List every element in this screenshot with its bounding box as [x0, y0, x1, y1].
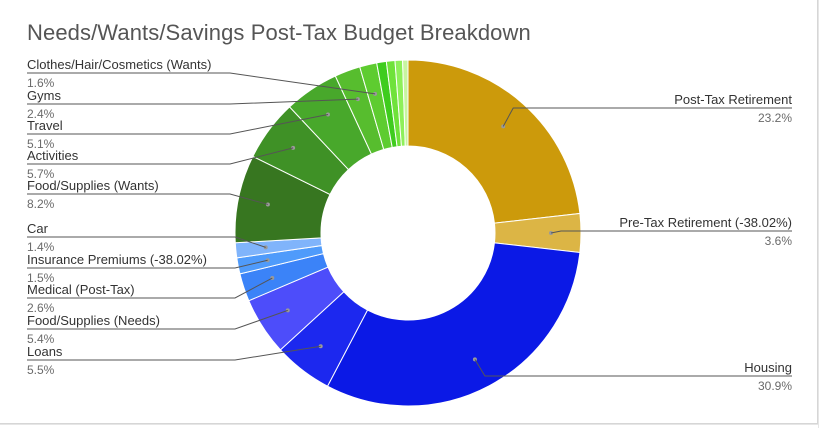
- leader-line: [550, 230, 792, 234]
- chart-title: Needs/Wants/Savings Post-Tax Budget Brea…: [27, 20, 531, 45]
- leader-line: [27, 259, 268, 269]
- slice-label: Travel: [27, 118, 63, 133]
- slice-percent: 30.9%: [758, 379, 792, 393]
- slice-label: Car: [27, 221, 49, 236]
- leader-lines-group: [27, 72, 792, 377]
- slice-label: Pre-Tax Retirement (-38.02%): [619, 215, 792, 230]
- slice-label: Medical (Post-Tax): [27, 282, 135, 297]
- sheet-gridline: [0, 424, 818, 425]
- leader-line: [27, 236, 266, 248]
- slice-label: Food/Supplies (Needs): [27, 313, 160, 328]
- donut-slice[interactable]: [326, 242, 581, 407]
- leader-line: [27, 113, 329, 135]
- slice-label: Food/Supplies (Wants): [27, 178, 159, 193]
- leader-line: [27, 72, 376, 95]
- slice-percent: 8.2%: [27, 197, 55, 211]
- leader-line: [27, 277, 273, 299]
- slice-percent: 3.6%: [765, 234, 793, 248]
- slice-percent: 5.5%: [27, 363, 55, 377]
- slice-label: Clothes/Hair/Cosmetics (Wants): [27, 57, 211, 72]
- slice-percent: 2.6%: [27, 301, 55, 315]
- slice-percent: 5.1%: [27, 137, 55, 151]
- slice-percent: 23.2%: [758, 111, 792, 125]
- slice-label: Housing: [744, 360, 792, 375]
- slice-label: Activities: [27, 148, 79, 163]
- sheet-gridline: [818, 0, 819, 428]
- labels-group: Post-Tax Retirement 23.2% Pre-Tax Retireme…: [27, 57, 792, 393]
- slice-percent: 5.7%: [27, 167, 55, 181]
- slice-percent: 2.4%: [27, 107, 55, 121]
- leader-line: [27, 98, 358, 105]
- slice-label: Gyms: [27, 88, 61, 103]
- leader-line: [27, 309, 288, 330]
- slice-percent: 1.5%: [27, 271, 55, 285]
- slice-percent: 1.4%: [27, 240, 55, 254]
- donut-slice[interactable]: [407, 59, 581, 224]
- slice-percent: 5.4%: [27, 332, 55, 346]
- slice-percent: 1.6%: [27, 76, 55, 90]
- donut-slice[interactable]: [402, 59, 409, 147]
- leader-line: [474, 359, 792, 377]
- slice-label: Post-Tax Retirement: [674, 92, 792, 107]
- leader-line: [27, 147, 294, 165]
- slice-label: Insurance Premiums (-38.02%): [27, 252, 207, 267]
- slice-label: Loans: [27, 344, 63, 359]
- leader-line: [502, 107, 792, 127]
- slices-group: [234, 59, 582, 407]
- leader-line: [27, 193, 269, 205]
- leader-line: [27, 345, 321, 361]
